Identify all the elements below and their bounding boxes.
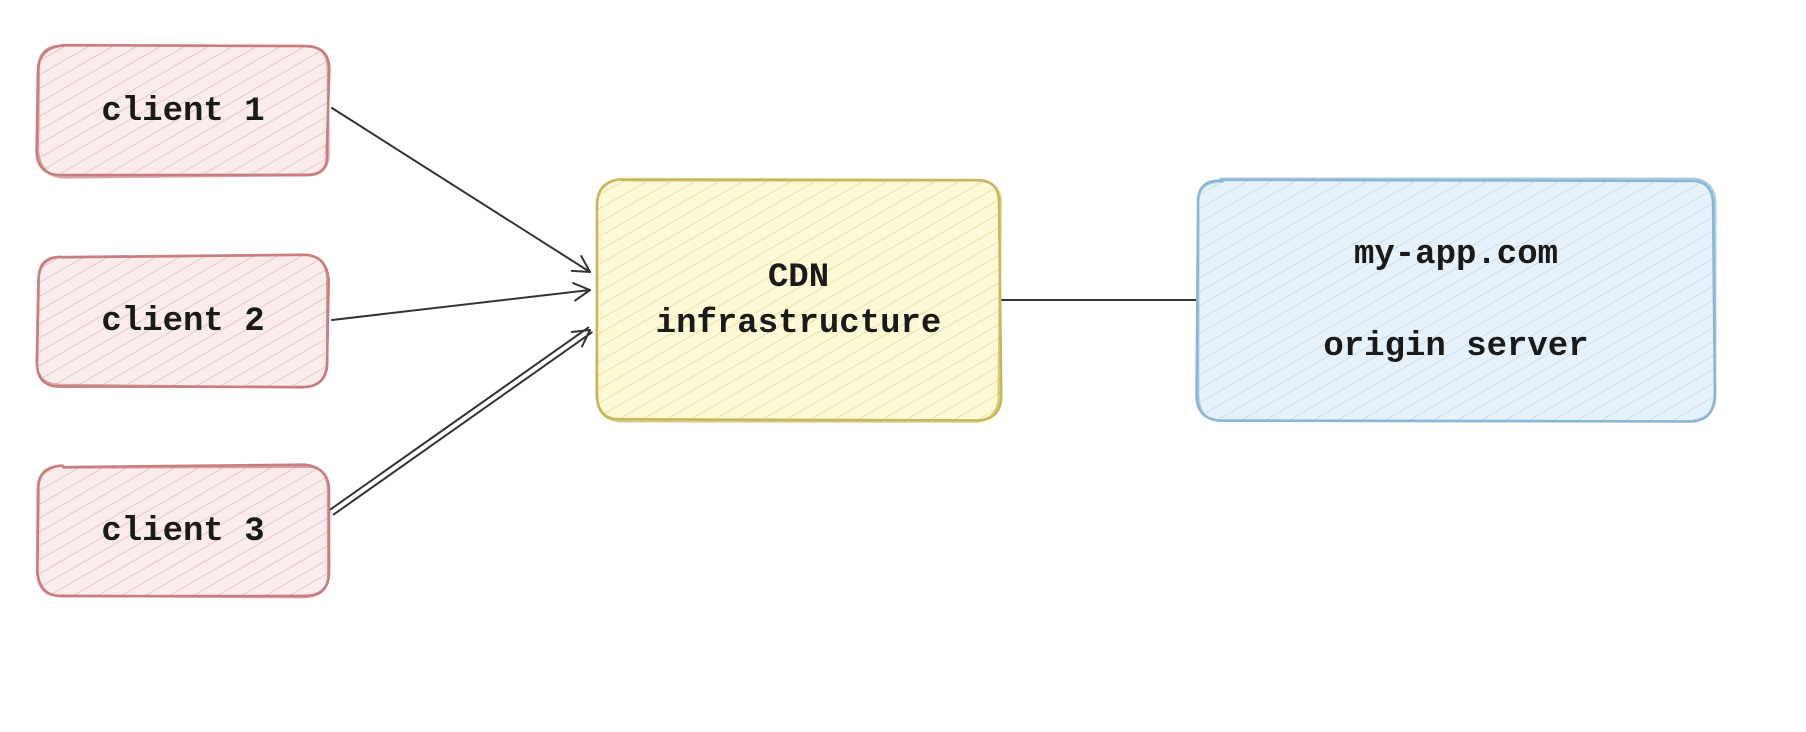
node-client3: client 3: [37, 465, 329, 598]
edge-client3-cdn: [330, 328, 591, 515]
node-client1: client 1: [37, 45, 330, 177]
node-label-client2: client 2: [101, 303, 264, 341]
node-label-client1: client 1: [101, 93, 264, 131]
diagram-canvas: client 1 client 2 client 3 CDNinfrastructur…: [0, 0, 1806, 732]
node-client2: client 2: [37, 255, 329, 388]
edge-client1-cdn: [332, 108, 590, 272]
node-cdn: CDNinfrastructure: [597, 179, 1002, 421]
edge-client2-cdn: [332, 283, 590, 320]
node-origin: my-app.comorigin server: [1197, 179, 1716, 422]
node-label-client3: client 3: [101, 513, 264, 551]
